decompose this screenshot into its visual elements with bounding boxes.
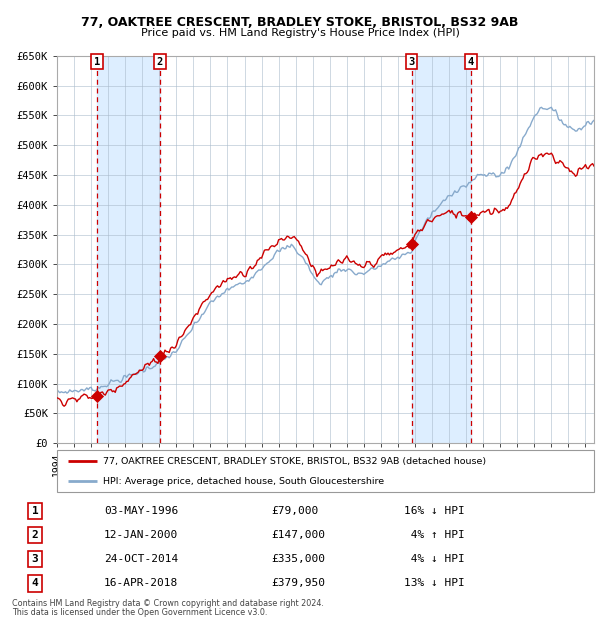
Text: 13% ↓ HPI: 13% ↓ HPI bbox=[404, 578, 464, 588]
Bar bbox=[412, 56, 471, 443]
Text: 4: 4 bbox=[32, 578, 38, 588]
Text: £335,000: £335,000 bbox=[271, 554, 325, 564]
Text: 77, OAKTREE CRESCENT, BRADLEY STOKE, BRISTOL, BS32 9AB (detached house): 77, OAKTREE CRESCENT, BRADLEY STOKE, BRI… bbox=[103, 457, 486, 466]
Bar bbox=[97, 56, 160, 443]
Point bbox=[92, 391, 101, 401]
Text: 4% ↑ HPI: 4% ↑ HPI bbox=[404, 530, 464, 540]
Text: 2: 2 bbox=[32, 530, 38, 540]
Text: £379,950: £379,950 bbox=[271, 578, 325, 588]
Text: This data is licensed under the Open Government Licence v3.0.: This data is licensed under the Open Gov… bbox=[12, 608, 268, 617]
Text: 3: 3 bbox=[409, 56, 415, 66]
Text: 12-JAN-2000: 12-JAN-2000 bbox=[104, 530, 178, 540]
Text: 77, OAKTREE CRESCENT, BRADLEY STOKE, BRISTOL, BS32 9AB: 77, OAKTREE CRESCENT, BRADLEY STOKE, BRI… bbox=[82, 16, 518, 29]
Text: 2: 2 bbox=[157, 56, 163, 66]
Text: £79,000: £79,000 bbox=[271, 506, 319, 516]
Text: Contains HM Land Registry data © Crown copyright and database right 2024.: Contains HM Land Registry data © Crown c… bbox=[12, 600, 324, 608]
Text: 24-OCT-2014: 24-OCT-2014 bbox=[104, 554, 178, 564]
Text: 1: 1 bbox=[94, 56, 100, 66]
Text: 16% ↓ HPI: 16% ↓ HPI bbox=[404, 506, 464, 516]
Text: Price paid vs. HM Land Registry's House Price Index (HPI): Price paid vs. HM Land Registry's House … bbox=[140, 28, 460, 38]
Point bbox=[155, 351, 164, 361]
Text: HPI: Average price, detached house, South Gloucestershire: HPI: Average price, detached house, Sout… bbox=[103, 477, 384, 485]
Point bbox=[466, 212, 476, 222]
Text: 03-MAY-1996: 03-MAY-1996 bbox=[104, 506, 178, 516]
Point bbox=[407, 239, 416, 249]
Text: 4: 4 bbox=[468, 56, 474, 66]
Text: 3: 3 bbox=[32, 554, 38, 564]
Text: 4% ↓ HPI: 4% ↓ HPI bbox=[404, 554, 464, 564]
Text: 1: 1 bbox=[32, 506, 38, 516]
Text: £147,000: £147,000 bbox=[271, 530, 325, 540]
Text: 16-APR-2018: 16-APR-2018 bbox=[104, 578, 178, 588]
